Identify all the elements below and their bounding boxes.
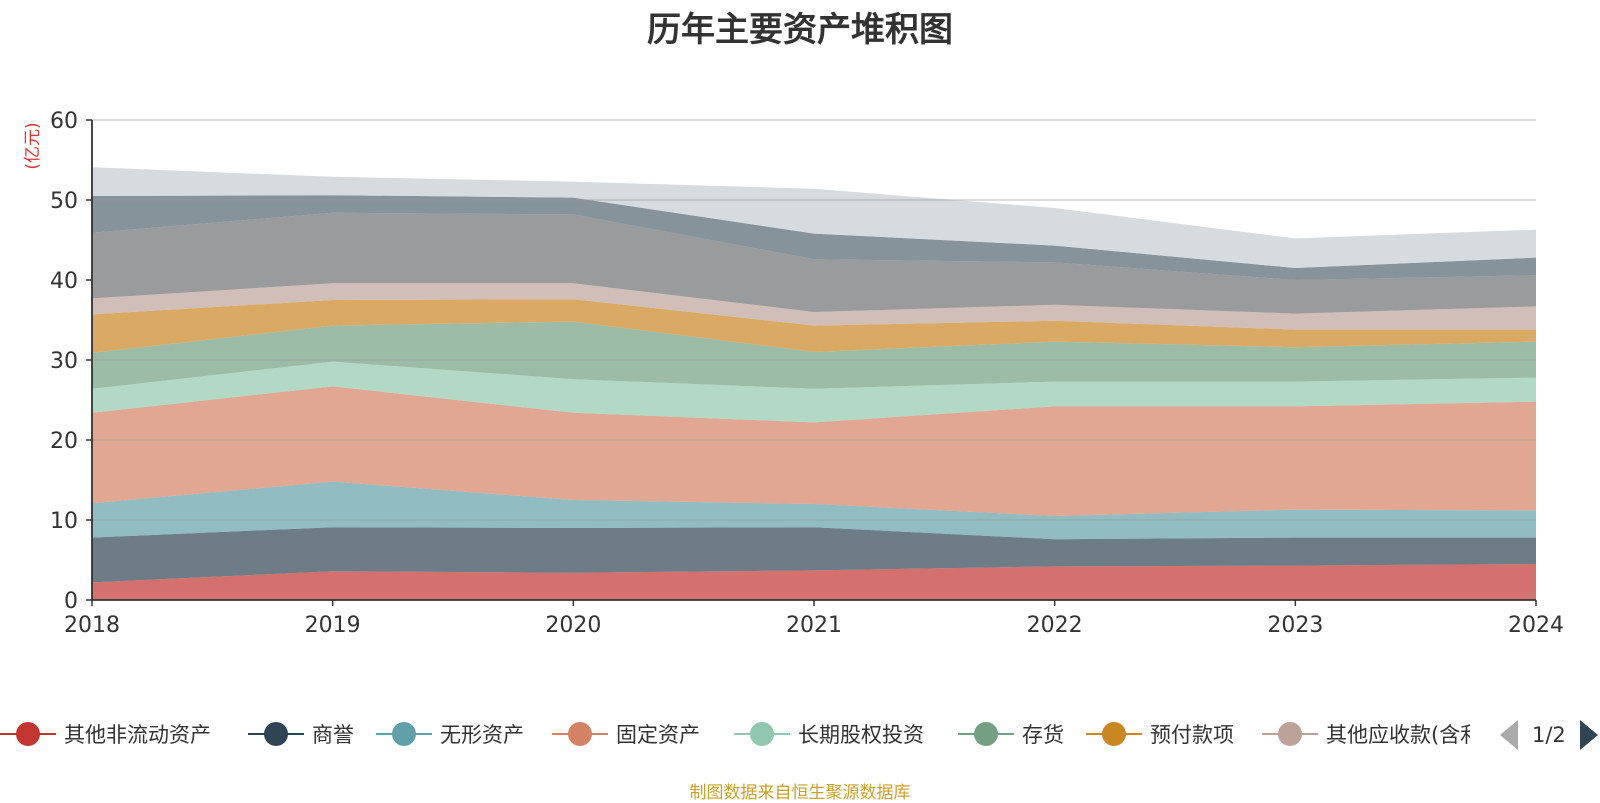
legend-item[interactable]: 固定资产 [552, 716, 700, 752]
area-layers [92, 167, 1536, 600]
area-series-4 [92, 386, 1536, 516]
legend-item[interactable]: 长期股权投资 [734, 716, 924, 752]
legend-item[interactable]: 其他非流动资产 [0, 716, 211, 752]
x-tick-label: 2022 [1027, 613, 1083, 638]
area-series-5 [92, 361, 1536, 423]
area-series-3 [92, 481, 1536, 540]
x-tick-label: 2021 [786, 613, 842, 638]
x-tick-label: 2023 [1267, 613, 1323, 638]
y-tick-label: 50 [50, 189, 78, 214]
legend-pager: 1/2 [1500, 720, 1598, 750]
data-source-note: 制图数据来自恒生聚源数据库 [689, 783, 911, 803]
y-tick-label: 10 [50, 509, 78, 534]
legend-items: 其他非流动资产 商誉 无形资产 固定资产 长期股权投资 存货 预付款项 其他应收款(含利息和股… [0, 716, 1470, 756]
legend-label: 其他应收款(含利息和股利) [1326, 723, 1470, 747]
area-series-7 [92, 299, 1536, 353]
y-tick-label: 40 [50, 269, 78, 294]
area-series-9 [92, 212, 1536, 314]
y-tick-label: 0 [64, 589, 78, 614]
legend-marker-icon [1086, 722, 1142, 746]
y-axis-label: (亿元) [23, 122, 43, 169]
prev-page-icon[interactable] [1500, 720, 1518, 750]
legend-marker-icon [958, 722, 1014, 746]
legend-label: 商誉 [312, 723, 354, 747]
area-series-2 [92, 527, 1536, 583]
y-tick-label: 30 [50, 349, 78, 374]
legend-label: 无形资产 [440, 723, 524, 747]
y-tick-labels: 0 10 20 30 40 50 60 [50, 109, 92, 614]
x-tick-labels: 2018 2019 2020 2021 2022 2023 2024 [64, 600, 1564, 638]
legend-marker-icon [734, 722, 790, 746]
legend-marker-icon [1262, 722, 1318, 746]
x-tick-label: 2018 [64, 613, 120, 638]
area-series-1 [92, 564, 1536, 600]
area-series-6 [92, 321, 1536, 389]
legend-item[interactable]: 预付款项 [1086, 716, 1234, 752]
legend-marker-icon [376, 722, 432, 746]
area-series-10 [92, 195, 1536, 280]
grid-lines [92, 119, 1536, 521]
legend-marker-icon [248, 722, 304, 746]
x-tick-label: 2024 [1508, 613, 1564, 638]
legend-item[interactable]: 商誉 [248, 716, 354, 752]
legend-page-indicator: 1/2 [1532, 723, 1566, 747]
legend-marker-icon [0, 722, 56, 746]
y-tick-label: 60 [50, 109, 78, 134]
legend-label: 存货 [1022, 723, 1064, 747]
y-tick-label: 20 [50, 429, 78, 454]
next-page-icon[interactable] [1579, 720, 1598, 750]
legend-label: 长期股权投资 [798, 723, 924, 747]
legend-label: 预付款项 [1150, 723, 1234, 747]
legend-marker-icon [552, 722, 608, 746]
legend-label: 其他非流动资产 [64, 723, 211, 747]
legend-item[interactable]: 其他应收款(含利息和股利) [1262, 716, 1470, 752]
area-series-11 [92, 167, 1536, 268]
x-tick-label: 2020 [545, 613, 601, 638]
x-tick-label: 2019 [305, 613, 361, 638]
chart-title: 历年主要资产堆积图 [647, 10, 953, 50]
legend: 其他非流动资产 商誉 无形资产 固定资产 长期股权投资 存货 预付款项 其他应收款(含利息和股… [0, 716, 1600, 756]
legend-item[interactable]: 无形资产 [376, 716, 524, 752]
legend-item[interactable]: 存货 [958, 716, 1064, 752]
area-series-8 [92, 283, 1536, 330]
legend-label: 固定资产 [616, 723, 700, 747]
